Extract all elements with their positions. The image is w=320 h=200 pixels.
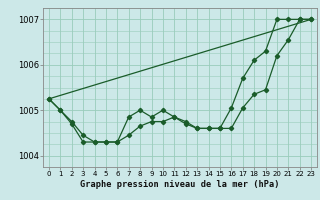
X-axis label: Graphe pression niveau de la mer (hPa): Graphe pression niveau de la mer (hPa) [80,180,280,189]
